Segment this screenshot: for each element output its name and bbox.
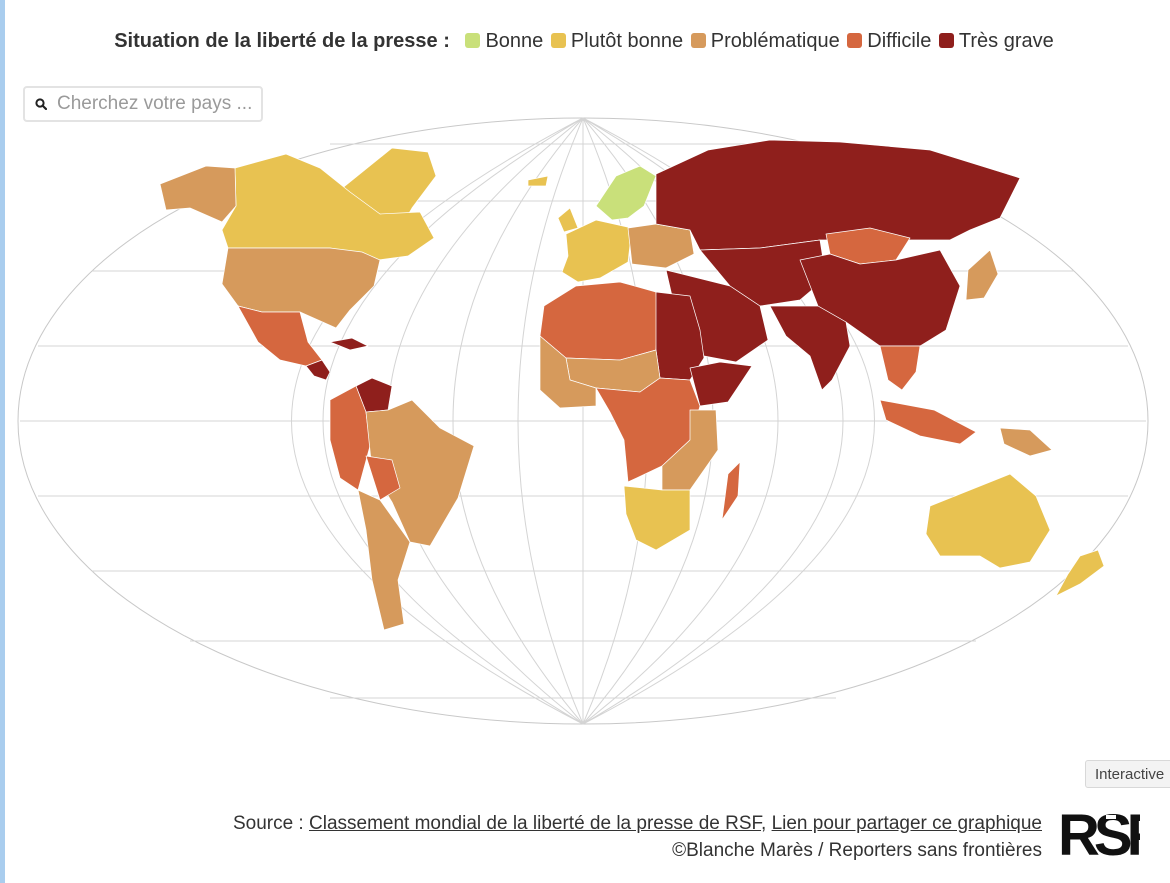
region-iceland[interactable]	[527, 175, 549, 187]
interactive-badge[interactable]: Interactive	[1085, 760, 1170, 788]
region-alaska[interactable]	[159, 165, 237, 223]
land[interactable]	[159, 139, 1105, 631]
source-link[interactable]: Classement mondial de la liberté de la p…	[309, 813, 762, 834]
source-prefix: Source :	[232, 813, 309, 834]
legend-label: Très grave	[958, 30, 1054, 52]
region-colombia-peru[interactable]	[329, 385, 371, 491]
region-north-africa[interactable]	[539, 281, 659, 361]
legend-label: Difficile	[867, 30, 932, 52]
rsf-logo: RSF	[1058, 803, 1140, 859]
legend-title: Situation de la liberté de la presse :	[114, 30, 450, 52]
region-caribbean[interactable]	[329, 337, 369, 351]
region-west-africa[interactable]	[539, 335, 597, 409]
legend-item-bonne: Bonne	[465, 30, 543, 53]
region-indonesia[interactable]	[879, 399, 977, 445]
search-icon	[35, 98, 47, 110]
source-credit: Source : Classement mondial de la libert…	[233, 810, 1042, 864]
rsf-logo-text: RSF	[1058, 803, 1140, 859]
search-input[interactable]	[57, 91, 257, 117]
legend-swatch	[938, 33, 954, 48]
region-canada[interactable]	[221, 153, 435, 261]
source-separator: ,	[761, 813, 772, 834]
legend-swatch	[550, 33, 566, 48]
credit-line: ©Blanche Marès / Reporters sans frontièr…	[672, 840, 1042, 861]
region-australia[interactable]	[925, 473, 1051, 569]
region-japan[interactable]	[965, 249, 999, 301]
region-bolivia[interactable]	[365, 455, 401, 501]
legend-label: Plutôt bonne	[570, 30, 684, 52]
region-madagascar[interactable]	[721, 461, 741, 521]
region-southern-cone[interactable]	[357, 489, 411, 631]
region-nordics[interactable]	[595, 165, 657, 221]
region-uk-ireland[interactable]	[557, 207, 579, 233]
legend-item-difficile: Difficile	[847, 30, 931, 53]
legend-item-problematique: Problématique	[690, 30, 840, 53]
region-papua-new-guinea[interactable]	[999, 427, 1053, 457]
legend-swatch	[847, 33, 863, 48]
legend-item-plutot-bonne: Plutôt bonne	[550, 30, 684, 53]
legend-label: Bonne	[485, 30, 544, 52]
region-usa[interactable]	[221, 247, 381, 329]
region-new-zealand[interactable]	[1055, 549, 1105, 597]
region-central-america[interactable]	[305, 359, 331, 381]
window-left-border	[0, 0, 5, 883]
region-southeast-asia[interactable]	[879, 345, 921, 391]
legend: Situation de la liberté de la presse : B…	[0, 30, 1170, 53]
share-link[interactable]: Lien pour partager ce graphique	[771, 813, 1042, 834]
legend-swatch	[465, 33, 481, 48]
region-west-europe[interactable]	[561, 219, 633, 283]
region-horn-of-africa[interactable]	[689, 361, 753, 407]
legend-label: Problématique	[710, 30, 840, 52]
legend-item-tres-grave: Très grave	[938, 30, 1054, 53]
source-line: Source : Classement mondial de la libert…	[233, 810, 1042, 837]
region-russia[interactable]	[655, 139, 1021, 251]
region-india[interactable]	[769, 305, 851, 391]
world-map[interactable]	[0, 110, 1170, 730]
region-southern-africa[interactable]	[623, 485, 691, 551]
legend-swatch	[690, 33, 706, 48]
region-east-europe[interactable]	[627, 223, 695, 269]
search-box[interactable]	[23, 86, 263, 122]
